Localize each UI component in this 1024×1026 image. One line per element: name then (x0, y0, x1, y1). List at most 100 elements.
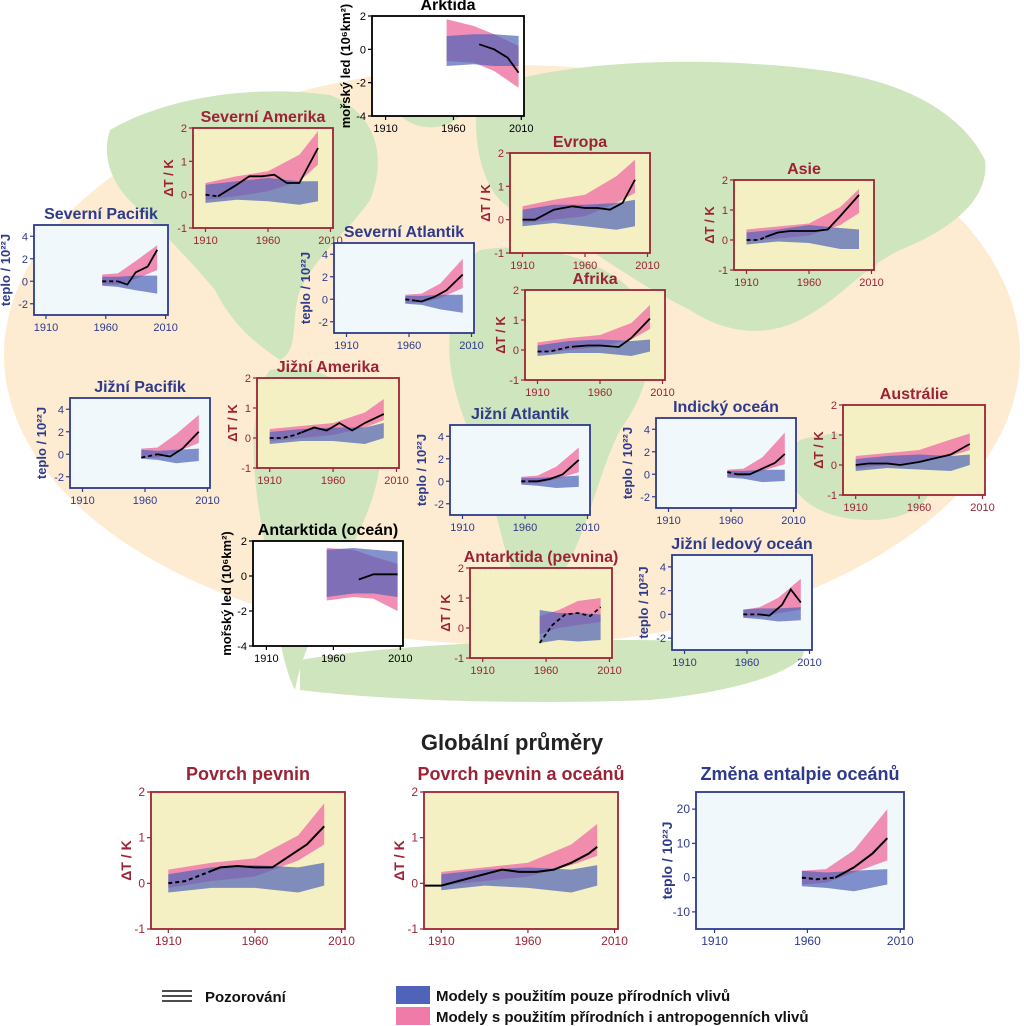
y-tick-label: 0 (438, 476, 444, 488)
model-bands (522, 159, 635, 230)
observations-line-dashed (168, 869, 212, 885)
y-tick-label: -1 (494, 248, 504, 260)
panel-title: Severní Amerika (201, 109, 326, 126)
y-tick-label: -2 (434, 499, 444, 511)
plot-frame (733, 179, 875, 271)
x-tick-label: 2010 (459, 340, 483, 352)
band-natural-only (441, 865, 598, 893)
y-tick-label: -4 (237, 641, 247, 653)
y-tick-label: -10 (673, 905, 691, 919)
y-tick-label: -1 (827, 490, 837, 502)
panel-title: Evropa (553, 134, 607, 151)
panel-title: Severní Pacifik (44, 206, 158, 223)
observations-line (759, 587, 802, 617)
model-bands (168, 803, 325, 893)
y-tick-label: 2 (458, 563, 464, 575)
panel-title: Povrch pevnin a oceánů (417, 764, 624, 784)
y-tick-label: 0 (411, 876, 418, 890)
y-axis-label: ΔT / K (438, 594, 453, 632)
y-tick-label: 0 (58, 449, 64, 461)
x-tick-label: 1960 (907, 502, 931, 514)
panel-title: Indický oceán (673, 399, 779, 416)
observations-line (217, 147, 319, 198)
x-tick-label: 2010 (859, 277, 883, 289)
y-tick-label: 2 (181, 123, 187, 135)
observations-line (424, 846, 598, 887)
panel-title: Změna entalpie oceánů (700, 764, 899, 784)
observations-line (211, 825, 325, 872)
y-tick-label: 20 (677, 802, 691, 816)
x-tick-label: 1910 (193, 235, 217, 247)
panel-jizni-atlantik: 4 2 0 -2 1910 1960 2010 teplo / 10²²J Jižní Atla… (414, 406, 600, 534)
observations-line (834, 837, 889, 879)
plot-frame (256, 377, 400, 469)
observations-line (574, 317, 651, 348)
y-tick-label: 1 (138, 831, 145, 845)
x-tick-label: 1960 (256, 235, 280, 247)
y-tick-label: 2 (438, 454, 444, 466)
y-tick-label: -1 (241, 463, 251, 475)
y-tick-label: -2 (640, 492, 650, 504)
plot-frame (371, 15, 525, 117)
plot-frame (150, 791, 346, 930)
y-tick-label: 0 (138, 876, 145, 890)
band-natural-only (746, 225, 859, 249)
plot-frame (524, 289, 666, 381)
band-natural-only (537, 339, 650, 356)
y-tick-label: 2 (245, 373, 251, 385)
x-tick-label: 1910 (373, 123, 397, 135)
panel-severni-atlantik: 4 2 0 -2 1910 1960 2010 teplo / 10²²J Severní At… (298, 224, 484, 352)
y-tick-label: 1 (458, 593, 464, 605)
y-tick-label: 1 (181, 156, 187, 168)
y-tick-label: 0 (22, 276, 28, 288)
panel-evropa: 2 1 0 -1 1910 1960 2010 ΔT / K Evropa (478, 134, 660, 272)
legend-observations-swatch (162, 990, 192, 1002)
x-tick-label: 1910 (701, 934, 728, 948)
y-axis-label: teplo / 10²²J (636, 566, 651, 638)
legend-anthro-swatch (396, 1007, 430, 1025)
x-tick-label: 1910 (525, 387, 549, 399)
legend-natural-label: Modely s použitím pouze přírodních vlivů (436, 988, 730, 1005)
x-tick-label: 1960 (588, 387, 612, 399)
observations-line (415, 273, 464, 303)
panel-title: Jižní Atlantik (471, 406, 569, 423)
band-natural-only (102, 275, 158, 294)
panel-australie: 2 1 0 -1 1910 1960 2010 ΔT / K Austrálie (811, 386, 995, 514)
x-tick-label: 2010 (781, 515, 805, 527)
plot-area (525, 290, 665, 380)
y-tick-label: 0 (722, 235, 728, 247)
panel-antarktida-ocean: 2 0 -2 -4 1910 1960 2010 mořský led (10⁶km²) Ant… (219, 522, 413, 665)
y-tick-label: 0 (245, 433, 251, 445)
panel-severni-pacifik: 4 2 0 -2 1910 1960 2010 teplo / 10²²J Severní Pa… (0, 206, 178, 334)
y-tick-label: -1 (407, 922, 418, 936)
panel-povrch-pevnin-a-oceanu: 2 1 0 -1 1910 1960 2010 ΔT / K Povrch pevnin a o… (391, 764, 628, 948)
y-axis-label: teplo / 10²²J (298, 252, 313, 324)
x-tick-label: 1960 (797, 277, 821, 289)
panel-povrch-pevnin: 2 1 0 -1 1910 1960 2010 ΔT / K Povrch pevnin (118, 764, 355, 948)
plot-frame (655, 417, 797, 509)
observations-line-dashed (205, 193, 219, 198)
panel-title: Severní Atlantik (344, 224, 464, 241)
y-tick-label: 2 (411, 785, 418, 799)
y-tick-label: 4 (644, 424, 650, 436)
x-tick-label: 1960 (515, 934, 542, 948)
y-tick-label: 2 (498, 148, 504, 160)
band-natural-only (801, 869, 888, 892)
y-tick-label: 0 (241, 571, 247, 583)
y-tick-label: -4 (356, 111, 366, 123)
y-tick-label: 2 (831, 400, 837, 412)
x-tick-label: 1910 (734, 277, 758, 289)
y-tick-label: -2 (237, 606, 247, 618)
model-bands (102, 245, 158, 294)
x-tick-label: 1960 (719, 515, 743, 527)
observations-line-dashed (727, 471, 738, 476)
x-tick-label: 2010 (635, 260, 659, 272)
observations-line (531, 459, 580, 483)
x-tick-label: 1960 (735, 657, 759, 669)
x-tick-label: 1960 (513, 522, 537, 534)
y-tick-label: 2 (322, 272, 328, 284)
band-natural-only (446, 34, 519, 66)
global-averages-title: Globální průměry (421, 730, 604, 755)
